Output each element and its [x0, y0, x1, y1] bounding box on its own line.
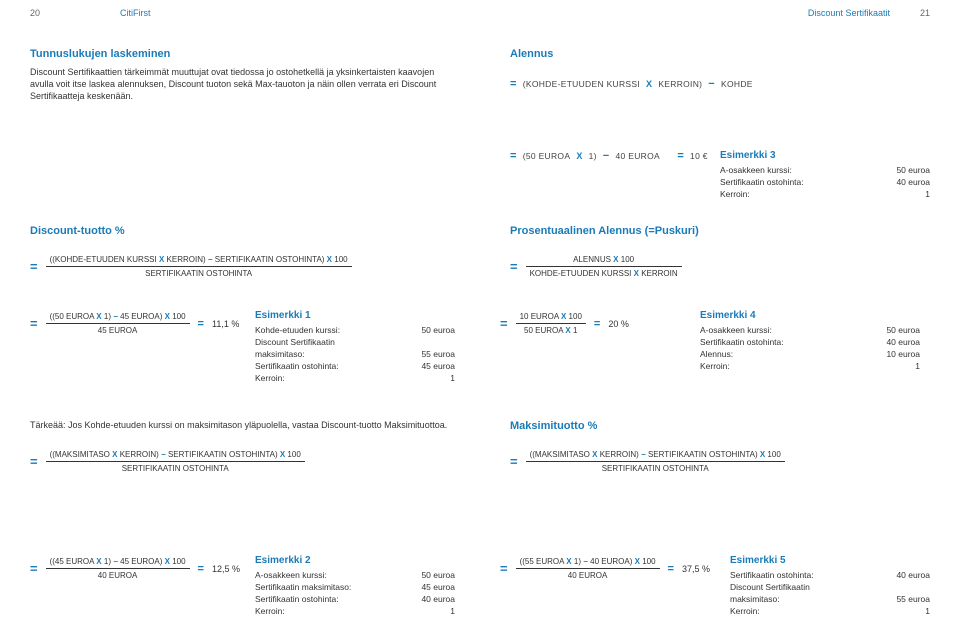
- ex3-table: A-osakkeen kurssi:50 euroa Sertifikaatin…: [720, 165, 930, 201]
- ex4-table: A-osakkeen kurssi:50 euroa Sertifikaatin…: [700, 325, 920, 373]
- minus-icon: −: [708, 78, 715, 90]
- alennus-block: Alennus = (KOHDE-ETUUDEN KURSSI X KERROI…: [510, 48, 930, 90]
- ex2-result: 12,5 %: [212, 564, 240, 574]
- ex3-title: Esimerkki 3: [720, 150, 930, 161]
- ex4-title: Esimerkki 4: [700, 310, 920, 321]
- ex2-formula: = ((45 EUROA X 1) − 45 EUROA) X 100 40 E…: [30, 555, 255, 582]
- ex1-formula: = ((50 EUROA X 1) − 45 EUROA) X 100 45 E…: [30, 310, 255, 337]
- ex5-title: Esimerkki 5: [730, 555, 930, 566]
- ex1-table: Kohde-etuuden kurssi:50 euroa Discount S…: [255, 325, 455, 384]
- pros-alennus-formula: = ALENNUS X 100 KOHDE-ETUUDEN KURSSI X K…: [510, 253, 930, 280]
- page-header: 20 CitiFirst Discount Sertifikaatit 21: [0, 0, 960, 18]
- pros-alennus-title: Prosentuaalinen Alennus (=Puskuri): [510, 225, 930, 237]
- ex1-title: Esimerkki 1: [255, 310, 500, 321]
- doc-subtitle: Discount Sertifikaatit: [808, 8, 890, 18]
- alennus-formula: = (KOHDE-ETUUDEN KURSSI X KERROIN) − KOH…: [510, 78, 930, 90]
- note-max-row: Tärkeää: Jos Kohde-etuuden kurssi on mak…: [30, 420, 930, 475]
- ex3-formula: = (50 EUROA X 1) − 40 EUROA = 10 €: [510, 150, 720, 162]
- ex2-ex5-row: = ((45 EUROA X 1) − 45 EUROA) X 100 40 E…: [30, 555, 930, 618]
- example3-block: = (50 EUROA X 1) − 40 EUROA = 10 € Esime…: [510, 150, 930, 201]
- ex1-ex4-row: = ((50 EUROA X 1) − 45 EUROA) X 100 45 E…: [30, 310, 930, 384]
- pros-alennus-block: Prosentuaalinen Alennus (=Puskuri) = ALE…: [510, 225, 930, 280]
- ex5-table: Sertifikaatin ostohinta:40 euroa Discoun…: [730, 570, 930, 618]
- important-note: Tärkeää: Jos Kohde-etuuden kurssi on mak…: [30, 420, 470, 432]
- ex2-title: Esimerkki 2: [255, 555, 500, 566]
- max-yield-right-formula: = ((MAKSIMITASO X KERROIN) − SERTIFIKAAT…: [510, 448, 930, 475]
- eq-icon: =: [510, 78, 517, 90]
- max-yield-title: Maksimituotto %: [510, 420, 930, 432]
- max-yield-left-formula: = ((MAKSIMITASO X KERROIN) − SERTIFIKAAT…: [30, 448, 470, 475]
- ex2-table: A-osakkeen kurssi:50 euroa Sertifikaatin…: [255, 570, 455, 618]
- alennus-title: Alennus: [510, 48, 930, 60]
- page: 20 CitiFirst Discount Sertifikaatit 21 T…: [0, 0, 960, 643]
- brand-label: CitiFirst: [120, 8, 151, 18]
- intro-title: Tunnuslukujen laskeminen: [30, 48, 450, 60]
- disc-yield-title: Discount-tuotto %: [30, 225, 470, 237]
- ex1-result: 11,1 %: [212, 319, 239, 329]
- page-number-left: 20: [30, 8, 40, 18]
- discount-yield-block: Discount-tuotto % = ((KOHDE-ETUUDEN KURS…: [30, 225, 470, 280]
- intro-body: Discount Sertifikaattien tärkeimmät muut…: [30, 66, 450, 102]
- ex5-result: 37,5 %: [682, 564, 710, 574]
- ex5-formula: = ((55 EUROA X 1) − 40 EUROA) X 100 40 E…: [500, 555, 730, 582]
- intro-block: Tunnuslukujen laskeminen Discount Sertif…: [30, 48, 450, 102]
- disc-yield-formula: = ((KOHDE-ETUUDEN KURSSI X KERROIN) − SE…: [30, 253, 470, 280]
- page-number-right: 21: [920, 8, 930, 18]
- ex4-result: 20 %: [608, 319, 629, 329]
- mul-icon: X: [646, 79, 652, 89]
- ex4-formula: = 10 EUROA X 100 50 EUROA X 1 = 20 %: [500, 310, 700, 337]
